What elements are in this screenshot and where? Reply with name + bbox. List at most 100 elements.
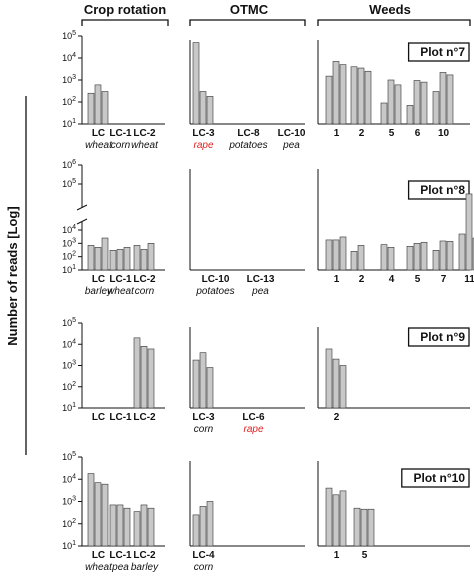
bar: [350, 66, 358, 125]
bar: [87, 92, 95, 125]
y-tick-label: 105: [62, 451, 76, 462]
group-label: 5: [415, 274, 421, 285]
y-tick-label: 105: [62, 178, 76, 189]
bar: [332, 358, 340, 409]
bar: [192, 514, 200, 547]
bar: [109, 504, 117, 547]
bar: [413, 243, 421, 271]
y-tick-label: 102: [62, 518, 76, 529]
bar: [199, 506, 207, 547]
group-sublabel: wheat: [107, 286, 135, 297]
group-label: 1: [334, 550, 340, 561]
bar: [147, 348, 155, 409]
bar: [101, 237, 109, 271]
plot-title-box: [407, 42, 470, 62]
bar: [380, 244, 388, 271]
group-label: LC-2: [133, 128, 156, 139]
group-label: LC-2: [133, 412, 156, 423]
column-title-crop-rotation: Crop rotation: [84, 2, 166, 17]
y-tick-label: 104: [62, 224, 76, 235]
plot-title-box: [407, 327, 470, 347]
group-label: LC: [92, 412, 105, 423]
group-label: LC-8: [237, 128, 260, 139]
y-tick-label: 104: [62, 338, 76, 349]
bar: [446, 241, 454, 271]
bar: [140, 249, 148, 271]
group-sublabel: pea: [251, 286, 269, 297]
bar: [133, 511, 141, 547]
group-label: 4: [389, 274, 395, 285]
bar: [140, 504, 148, 547]
bar: [367, 508, 375, 547]
plot-title: Plot n°8: [420, 183, 465, 197]
bar: [123, 507, 131, 547]
column-title-weeds: Weeds: [369, 2, 411, 17]
y-tick-label: 105: [62, 317, 76, 328]
bar: [192, 42, 200, 125]
bar: [332, 61, 340, 125]
bar: [380, 102, 388, 125]
bar: [446, 74, 454, 125]
header-bracket-crop-rotation: [81, 19, 169, 26]
group-sublabel: barley: [131, 562, 159, 573]
plot-title: Plot n°7: [420, 45, 465, 59]
group-label: LC-13: [247, 274, 275, 285]
bar: [465, 193, 473, 271]
group-sublabel: rape: [193, 140, 213, 151]
group-sublabel: wheat: [131, 140, 159, 151]
group-sublabel: corn: [111, 140, 131, 151]
group-label: LC-1: [109, 274, 132, 285]
header-bracket-weeds: [317, 19, 471, 26]
bar: [94, 482, 102, 547]
bar: [87, 473, 95, 547]
bar: [357, 245, 365, 271]
group-label: LC-10: [202, 274, 230, 285]
y-tick-label: 103: [62, 496, 76, 507]
y-tick-label: 101: [62, 540, 76, 551]
column-title-otmc: OTMC: [230, 2, 269, 17]
group-sublabel: wheat: [85, 140, 113, 151]
group-label: 1: [334, 128, 340, 139]
plot-title: Plot n°9: [420, 330, 465, 344]
bar: [116, 504, 124, 547]
bar: [147, 507, 155, 547]
group-label: LC-1: [109, 412, 132, 423]
group-label: LC-1: [109, 550, 132, 561]
group-label: LC-3: [192, 128, 215, 139]
group-label: 2: [359, 128, 365, 139]
group-label: 7: [441, 274, 447, 285]
bar: [206, 96, 214, 125]
bar: [116, 249, 124, 271]
y-tick-label: 104: [62, 52, 76, 63]
group-label: 5: [389, 128, 395, 139]
bar: [133, 245, 141, 271]
header-bracket-otmc: [189, 19, 306, 26]
bar: [432, 91, 440, 125]
bar: [332, 239, 340, 271]
group-sublabel: barley: [85, 286, 113, 297]
group-sublabel: wheat: [85, 562, 113, 573]
group-label: LC-2: [133, 274, 156, 285]
bar: [353, 507, 361, 547]
group-label: LC: [92, 274, 105, 285]
bar: [123, 247, 131, 271]
y-tick-label: 103: [62, 74, 76, 85]
bar: [413, 80, 421, 125]
bar: [206, 367, 214, 409]
bar: [339, 490, 347, 547]
bar: [394, 84, 402, 125]
bar: [147, 243, 155, 271]
bar: [420, 81, 428, 125]
bar: [360, 508, 368, 547]
bar: [432, 250, 440, 271]
panel-3: 101 102 103 104 105 Plot n°9 LC LC-1 LC-2 LC-3cor…: [62, 317, 470, 435]
group-label: LC: [92, 550, 105, 561]
group-label: LC: [92, 128, 105, 139]
y-tick-label: 103: [62, 360, 76, 371]
group-label: 2: [359, 274, 365, 285]
group-label: LC-4: [192, 550, 215, 561]
group-label: 1: [334, 274, 340, 285]
group-label: LC-10: [278, 128, 306, 139]
bar: [458, 233, 466, 271]
